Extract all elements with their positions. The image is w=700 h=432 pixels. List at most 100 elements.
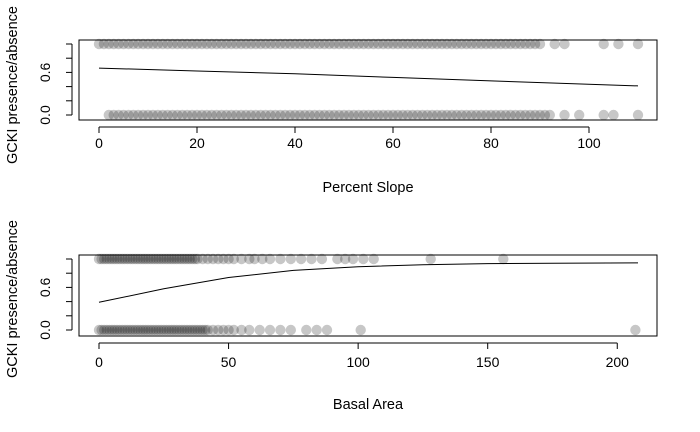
absence-point bbox=[368, 109, 379, 121]
absence-point bbox=[223, 324, 234, 336]
absence-point bbox=[137, 109, 149, 121]
absence-point bbox=[397, 109, 408, 121]
presence-point bbox=[338, 38, 350, 50]
absence-point bbox=[358, 109, 369, 121]
chart-panel-basal-area: GCKI presence/absence 0 50 100 150 200 0.00.… bbox=[5, 220, 658, 413]
presence-point bbox=[515, 38, 526, 50]
absence-point bbox=[480, 109, 492, 121]
absence-point bbox=[104, 324, 115, 336]
presence-point bbox=[130, 253, 141, 265]
y-tick-label: 0.6 bbox=[37, 62, 53, 82]
absence-point bbox=[197, 324, 208, 336]
absence-point bbox=[142, 109, 154, 121]
absence-point bbox=[226, 109, 237, 121]
presence-point bbox=[363, 38, 374, 50]
x-tick-label: 80 bbox=[483, 135, 499, 151]
presence-point bbox=[189, 253, 201, 265]
absence-point bbox=[99, 324, 110, 336]
absence-point bbox=[117, 324, 128, 336]
absence-point bbox=[529, 109, 541, 121]
absence-point bbox=[285, 324, 296, 336]
absence-point bbox=[559, 109, 570, 121]
presence-point bbox=[257, 253, 268, 265]
presence-point bbox=[236, 253, 247, 265]
absence-point bbox=[490, 109, 502, 121]
absence-point bbox=[172, 109, 183, 121]
absence-point bbox=[574, 109, 585, 121]
absence-point bbox=[451, 109, 462, 121]
absence-point bbox=[407, 109, 418, 121]
presence-point bbox=[451, 38, 462, 50]
absence-point bbox=[264, 324, 276, 336]
presence-point bbox=[613, 38, 624, 50]
presence-point bbox=[378, 38, 389, 50]
presence-point bbox=[480, 38, 492, 50]
absence-point bbox=[515, 109, 526, 121]
presence-point bbox=[132, 253, 144, 265]
absence-point bbox=[245, 109, 257, 121]
absence-point bbox=[373, 109, 384, 121]
absence-point bbox=[130, 324, 141, 336]
presence-point bbox=[329, 38, 340, 50]
chart-panel-percent-slope: GCKI presence/absence 0 20 40 60 80 100 0.00.… bbox=[5, 6, 658, 196]
presence-point bbox=[275, 253, 286, 265]
absence-point bbox=[431, 109, 443, 121]
presence-point bbox=[99, 253, 110, 265]
presence-point bbox=[228, 253, 239, 265]
presence-point bbox=[314, 38, 325, 50]
absence-point bbox=[632, 109, 644, 121]
presence-point bbox=[135, 253, 146, 265]
presence-point bbox=[166, 253, 177, 265]
absence-point bbox=[132, 324, 144, 336]
presence-point bbox=[171, 253, 182, 265]
absence-point bbox=[539, 109, 551, 121]
presence-point bbox=[145, 253, 156, 265]
absence-point bbox=[201, 109, 212, 121]
absence-point bbox=[118, 109, 129, 121]
presence-point bbox=[158, 253, 169, 265]
absence-point bbox=[321, 324, 333, 336]
plot-frame bbox=[78, 254, 658, 337]
absence-point bbox=[520, 109, 531, 121]
presence-point bbox=[211, 38, 222, 50]
absence-point bbox=[348, 109, 359, 121]
y-axis: 0.0 0.6 bbox=[37, 43, 73, 125]
absence-point bbox=[289, 109, 301, 121]
absence-point bbox=[476, 109, 487, 121]
presence-point bbox=[348, 38, 359, 50]
presence-point bbox=[223, 253, 234, 265]
presence-point bbox=[456, 38, 467, 50]
absence-point bbox=[176, 324, 188, 336]
presence-point bbox=[358, 253, 369, 265]
absence-point bbox=[250, 109, 261, 121]
absence-point bbox=[534, 109, 546, 121]
plot-frame bbox=[78, 39, 658, 121]
presence-point bbox=[368, 38, 379, 50]
presence-point bbox=[441, 38, 453, 50]
x-tick-label: 150 bbox=[476, 354, 500, 370]
absence-point bbox=[495, 109, 506, 121]
presence-point bbox=[192, 253, 203, 265]
absence-point bbox=[301, 324, 312, 336]
presence-point bbox=[167, 38, 178, 50]
absence-point bbox=[152, 109, 163, 121]
absence-point bbox=[162, 109, 173, 121]
absence-point bbox=[329, 109, 340, 121]
absence-point bbox=[143, 324, 154, 336]
absence-point bbox=[505, 109, 516, 121]
absence-point bbox=[402, 109, 413, 121]
presence-point bbox=[407, 38, 418, 50]
presence-point bbox=[184, 253, 195, 265]
y-tick-label: 0.6 bbox=[37, 277, 53, 297]
absence-point bbox=[275, 324, 286, 336]
presence-point bbox=[143, 253, 154, 265]
presence-point bbox=[275, 38, 286, 50]
presence-point bbox=[289, 38, 301, 50]
x-tick-label: 60 bbox=[385, 135, 401, 151]
absence-point bbox=[456, 109, 467, 121]
absence-point bbox=[157, 109, 168, 121]
presence-point bbox=[202, 253, 213, 265]
presence-point bbox=[417, 38, 428, 50]
presence-point bbox=[397, 38, 408, 50]
